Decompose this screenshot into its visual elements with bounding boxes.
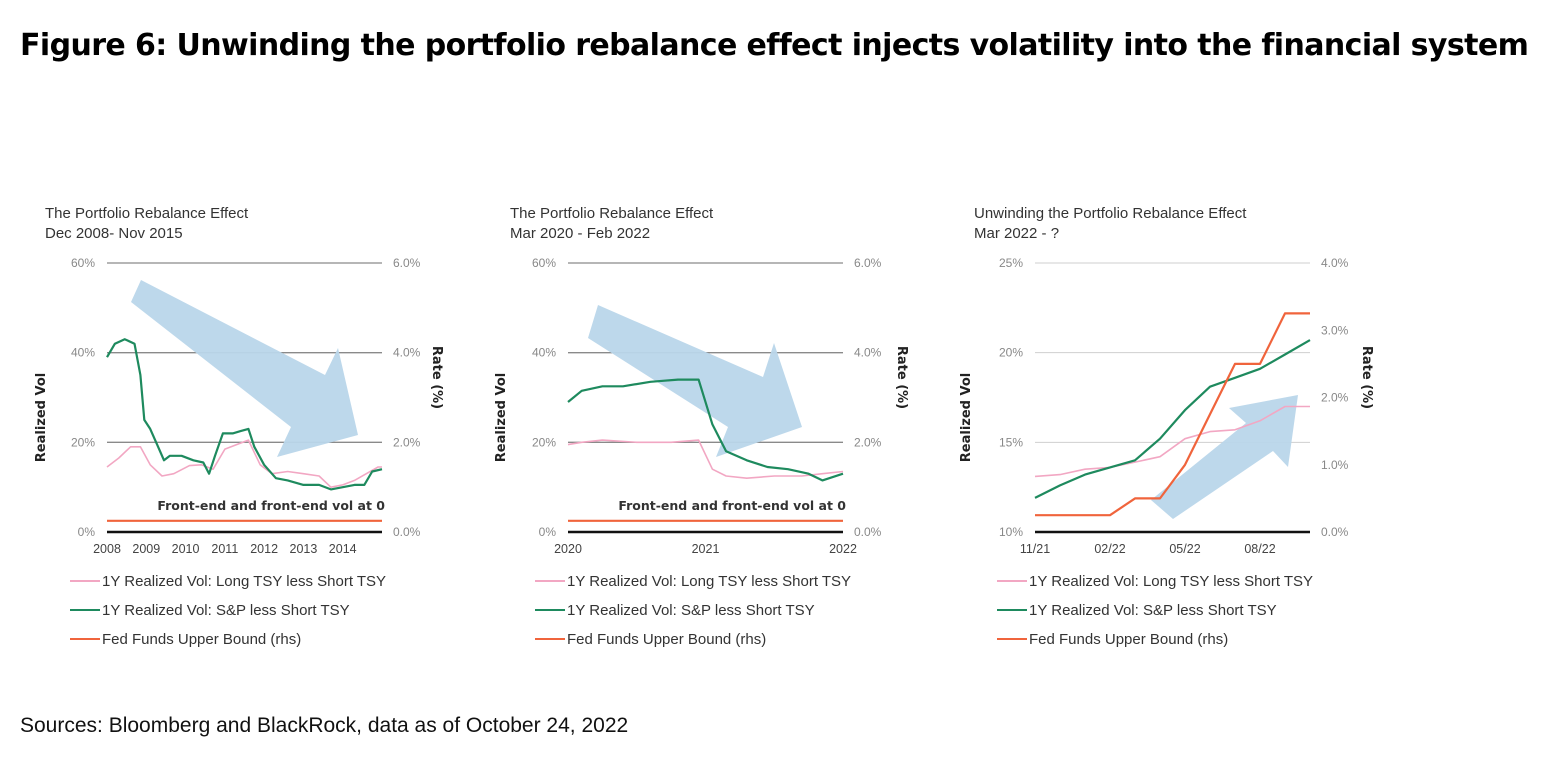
chart-panel-3: Unwinding the Portfolio Rebalance Effect… bbox=[959, 205, 1374, 648]
legend-label: 1Y Realized Vol: S&P less Short TSY bbox=[567, 602, 815, 619]
x-tick-label: 02/22 bbox=[1094, 542, 1125, 556]
trend-arrow-up bbox=[1151, 395, 1298, 519]
x-tick-label: 2009 bbox=[132, 542, 160, 556]
y-tick-label: 60% bbox=[71, 256, 95, 270]
y2-tick-label: 4.0% bbox=[1321, 256, 1349, 270]
x-tick-label: 2014 bbox=[329, 542, 357, 556]
y2-tick-label: 0.0% bbox=[854, 525, 882, 539]
y2-tick-label: 6.0% bbox=[854, 256, 882, 270]
legend-label: 1Y Realized Vol: Long TSY less Short TSY bbox=[567, 573, 851, 590]
y-tick-label: 20% bbox=[999, 346, 1023, 360]
y-tick-label: 20% bbox=[71, 435, 95, 449]
y-axis-label: Realized Vol bbox=[959, 373, 974, 462]
y2-tick-label: 3.0% bbox=[1321, 323, 1349, 337]
series-line-long-tsy bbox=[106, 439, 382, 489]
x-tick-label: 2010 bbox=[172, 542, 200, 556]
y2-axis-label: Rate (%) bbox=[1359, 346, 1374, 409]
series-line-sp bbox=[567, 378, 844, 482]
series-line-long-tsy bbox=[1034, 405, 1310, 478]
chart-annotation: Front-end and front-end vol at 0 bbox=[157, 498, 385, 513]
y-axis-label: Realized Vol bbox=[34, 373, 49, 462]
x-tick-label: 11/21 bbox=[1020, 542, 1050, 556]
legend-label: 1Y Realized Vol: S&P less Short TSY bbox=[1029, 602, 1277, 619]
y-axis-label: Realized Vol bbox=[494, 373, 509, 462]
y2-tick-label: 6.0% bbox=[393, 256, 421, 270]
series-line-long-tsy bbox=[567, 439, 844, 480]
x-tick-label: 2008 bbox=[93, 542, 121, 556]
y2-tick-label: 1.0% bbox=[1321, 458, 1349, 472]
legend-label: 1Y Realized Vol: S&P less Short TSY bbox=[102, 602, 350, 619]
x-tick-label: 05/22 bbox=[1169, 542, 1200, 556]
y2-axis-label: Rate (%) bbox=[429, 346, 444, 409]
x-tick-label: 2013 bbox=[290, 542, 318, 556]
legend-label: Fed Funds Upper Bound (rhs) bbox=[102, 631, 301, 648]
series-line-sp bbox=[106, 338, 383, 491]
y-tick-label: 0% bbox=[539, 525, 557, 539]
y-tick-label: 20% bbox=[532, 435, 556, 449]
chart-title: The Portfolio Rebalance Effect bbox=[510, 205, 714, 222]
y2-tick-label: 2.0% bbox=[854, 435, 882, 449]
y2-tick-label: 0.0% bbox=[1321, 525, 1349, 539]
sources-note: Sources: Bloomberg and BlackRock, data a… bbox=[20, 714, 629, 737]
y-tick-label: 60% bbox=[532, 256, 556, 270]
y-tick-label: 10% bbox=[999, 525, 1023, 539]
x-tick-label: 2012 bbox=[250, 542, 278, 556]
y2-axis-label: Rate (%) bbox=[894, 346, 909, 409]
chart-panel-1: The Portfolio Rebalance Effect Dec 2008- … bbox=[34, 205, 444, 648]
legend-label: 1Y Realized Vol: Long TSY less Short TSY bbox=[1029, 573, 1313, 590]
x-tick-label: 2021 bbox=[692, 542, 720, 556]
chart-subtitle: Dec 2008- Nov 2015 bbox=[45, 225, 183, 242]
y2-tick-label: 0.0% bbox=[393, 525, 421, 539]
y-tick-label: 0% bbox=[78, 525, 96, 539]
x-tick-label: 08/22 bbox=[1244, 542, 1275, 556]
x-tick-label: 2020 bbox=[554, 542, 582, 556]
y-tick-label: 25% bbox=[999, 256, 1023, 270]
x-tick-label: 2022 bbox=[829, 542, 857, 556]
x-tick-label: 2011 bbox=[211, 542, 238, 556]
y-tick-label: 40% bbox=[532, 346, 556, 360]
legend-label: Fed Funds Upper Bound (rhs) bbox=[567, 631, 766, 648]
y-tick-label: 15% bbox=[999, 435, 1023, 449]
trend-arrow-down bbox=[588, 305, 802, 457]
y2-tick-label: 2.0% bbox=[1321, 391, 1349, 405]
y2-tick-label: 2.0% bbox=[393, 435, 421, 449]
chart-subtitle: Mar 2020 - Feb 2022 bbox=[510, 225, 650, 242]
chart-title: The Portfolio Rebalance Effect bbox=[45, 205, 249, 222]
y2-tick-label: 4.0% bbox=[393, 346, 421, 360]
chart-subtitle: Mar 2022 - ? bbox=[974, 225, 1059, 242]
trend-arrow-down bbox=[131, 280, 358, 457]
y2-tick-label: 4.0% bbox=[854, 346, 882, 360]
series-line-sp bbox=[1034, 339, 1311, 499]
series-line-fed-funds bbox=[1035, 312, 1310, 517]
legend-label: Fed Funds Upper Bound (rhs) bbox=[1029, 631, 1228, 648]
y-tick-label: 40% bbox=[71, 346, 95, 360]
legend-label: 1Y Realized Vol: Long TSY less Short TSY bbox=[102, 573, 386, 590]
chart-annotation: Front-end and front-end vol at 0 bbox=[618, 498, 846, 513]
chart-title: Unwinding the Portfolio Rebalance Effect bbox=[974, 205, 1247, 222]
chart-panel-2: The Portfolio Rebalance Effect Mar 2020 -… bbox=[494, 205, 909, 648]
figure-title: Figure 6: Unwinding the portfolio rebala… bbox=[20, 28, 1529, 63]
